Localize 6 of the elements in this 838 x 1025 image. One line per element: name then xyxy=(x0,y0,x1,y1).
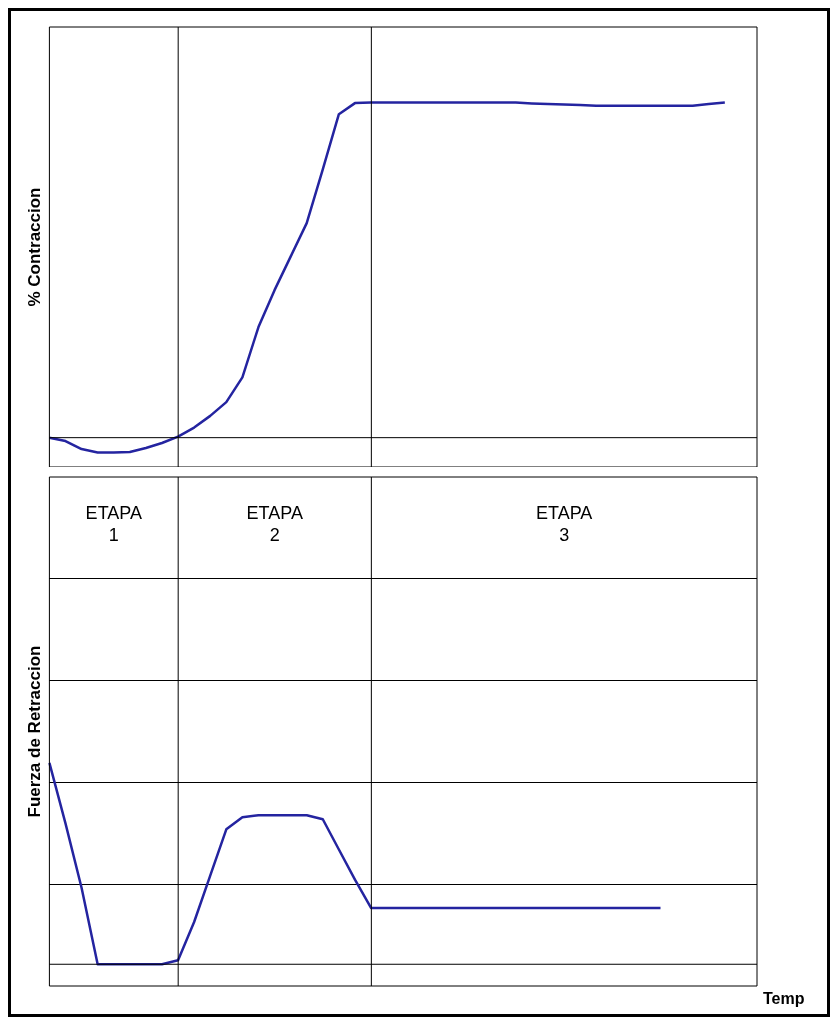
y-axis-title: % Contraccion xyxy=(24,187,44,307)
text: ETAPA 2 xyxy=(246,502,303,545)
x-axis-title: Temp xyxy=(763,990,805,1008)
text: ETAPA 1 xyxy=(85,502,142,545)
text: ETAPA 3 xyxy=(536,502,593,545)
y-axis-title: Fuerza de Retraccion xyxy=(24,645,44,818)
